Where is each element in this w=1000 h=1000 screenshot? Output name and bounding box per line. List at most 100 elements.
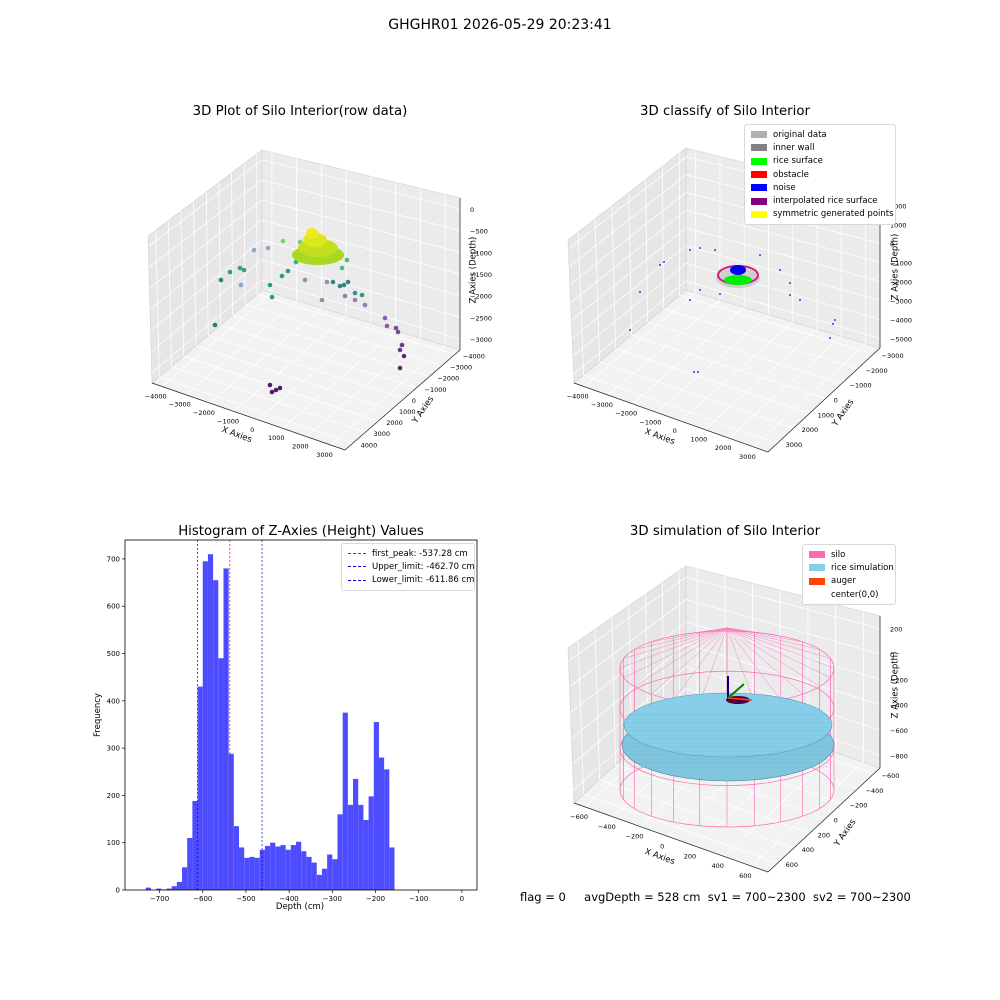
noise-point — [699, 247, 701, 249]
z-tick-label: −800 — [890, 752, 908, 760]
legend-line-marker — [348, 566, 366, 568]
histogram-bar — [275, 846, 281, 890]
figure-title: GHGHR01 2026-05-29 20:23:41 — [388, 17, 612, 33]
histogram-bar — [321, 868, 328, 890]
legend-label: silo — [831, 549, 846, 560]
x-tick-label: 400 — [711, 862, 723, 870]
data-point — [279, 273, 285, 279]
noise-point — [697, 371, 699, 373]
histogram-bar — [166, 888, 172, 890]
status-avg-depth: avgDepth = 528 cm — [584, 890, 701, 904]
z-grid-line — [685, 280, 881, 339]
legend-swatch — [751, 171, 767, 179]
y-grid-line — [611, 205, 616, 349]
data-point — [330, 279, 336, 285]
z-grid-line — [568, 576, 687, 662]
histogram-bar — [264, 846, 271, 890]
legend-swatch — [809, 564, 825, 572]
y-tick-label: −400 — [866, 787, 884, 795]
noise-point — [832, 323, 834, 325]
data-point — [238, 282, 244, 288]
z-grid-line — [261, 219, 461, 275]
histogram-bar — [301, 851, 307, 890]
y-grid-line — [220, 324, 417, 389]
y-grid-line — [663, 308, 858, 370]
silo-roof-wire — [726, 627, 803, 643]
data-point — [285, 268, 291, 274]
panel4-title: 3D simulation of Silo Interior — [629, 524, 821, 539]
y-tick-label: −3000 — [882, 352, 904, 360]
histogram-bar — [187, 837, 193, 890]
side-wall-pane — [147, 149, 263, 384]
y-grid-line — [594, 218, 600, 362]
y-grid-line — [244, 304, 443, 366]
z-grid-line — [261, 239, 461, 297]
y-tick-label: 1000 — [818, 411, 835, 419]
data-point — [397, 347, 403, 353]
y-tick-label: 200 — [818, 831, 830, 839]
panel4-zlabel: Z Axies (Depth) — [890, 651, 901, 719]
y-tick-label: −3000 — [450, 364, 472, 372]
data-point — [362, 302, 368, 308]
side-wall-pane — [567, 147, 687, 384]
histogram-bar — [182, 867, 188, 890]
legend-label: obstacle — [773, 169, 809, 180]
silo-roof-wire — [699, 627, 728, 704]
data-point — [273, 387, 279, 393]
x-tick-label: 2000 — [292, 443, 309, 451]
y-axis-line — [767, 347, 881, 453]
histogram-bar — [156, 888, 162, 890]
noise-point — [799, 299, 801, 301]
z-tick-label: 0 — [890, 241, 894, 249]
data-point — [393, 325, 399, 331]
y-grid-line — [171, 366, 366, 433]
histogram-bar — [218, 658, 224, 890]
y-grid-line — [615, 764, 810, 834]
y-grid-line — [208, 335, 404, 400]
y-tick-label: 600 — [786, 861, 798, 869]
legend-swatch — [751, 210, 767, 218]
z-tick-label: −2500 — [470, 314, 492, 322]
y-grid-line — [195, 345, 392, 411]
data-point — [395, 329, 401, 335]
histogram-bar — [290, 845, 297, 890]
y-grid-line — [594, 629, 600, 780]
data-point — [237, 265, 243, 271]
auger-arm — [727, 697, 753, 701]
x-grid-line — [185, 300, 297, 396]
z-tick-label: 0 — [890, 651, 894, 659]
legend-swatch — [809, 591, 825, 598]
y-grid-line — [232, 314, 430, 378]
histogram-bar — [280, 845, 286, 890]
histogram-bar — [176, 881, 183, 890]
data-point — [337, 283, 343, 289]
x-tick-label: −3000 — [591, 401, 613, 409]
z-grid-line — [571, 245, 687, 339]
z-tick-label: −5000 — [890, 336, 912, 344]
noise-point — [719, 293, 721, 295]
panel3-xlabel: Depth (cm) — [275, 902, 325, 912]
silo-roof-wire — [651, 627, 728, 695]
status-sv1: sv1 = 700~2300 — [707, 890, 806, 904]
z-tick-label: −4000 — [890, 317, 912, 325]
x-grid-line — [583, 292, 696, 387]
x-grid-line — [631, 307, 745, 405]
histogram-bar — [192, 801, 198, 890]
y-tick-label: 0 — [834, 817, 838, 825]
y-tick-label: −600 — [882, 772, 900, 780]
z-tick-label: 200 — [890, 626, 902, 634]
y-grid-line — [583, 374, 778, 444]
status-sv2: sv2 = 700~2300 — [812, 890, 911, 904]
plot-frame — [124, 539, 478, 891]
panel4-legend: silo rice simulation auger center(0,0) — [802, 544, 896, 606]
noise-point — [779, 269, 781, 271]
y-grid-line — [679, 294, 874, 355]
x-grid-line — [306, 337, 421, 437]
legend-entry: interpolated rice surface — [751, 194, 889, 207]
data-point — [269, 389, 275, 395]
y-grid-line — [615, 348, 810, 414]
rice-simulation-top — [623, 692, 833, 758]
y-grid-line — [599, 361, 794, 429]
y-tick-label: 0 — [834, 397, 838, 405]
y-tick-label: −1000 — [850, 382, 872, 390]
